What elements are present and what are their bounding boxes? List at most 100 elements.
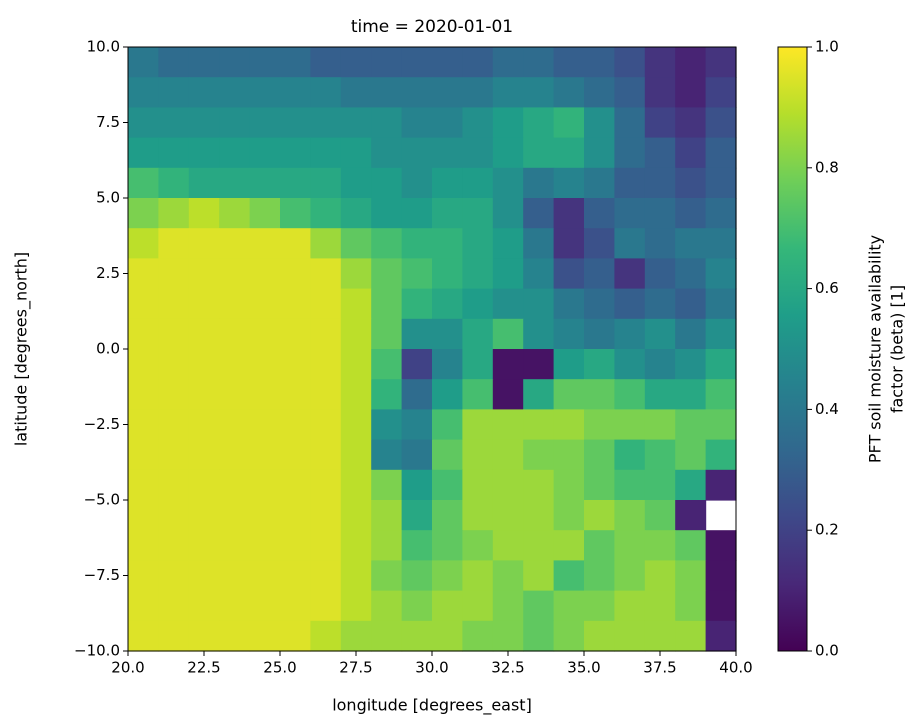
heatmap-cell bbox=[492, 258, 524, 290]
heatmap-cell bbox=[462, 620, 494, 652]
heatmap-cell bbox=[584, 167, 615, 199]
heatmap-cell bbox=[705, 439, 737, 471]
heatmap-cell bbox=[523, 107, 555, 139]
heatmap-cell bbox=[128, 77, 159, 108]
heatmap-cell bbox=[128, 590, 159, 622]
heatmap-cell bbox=[432, 349, 463, 380]
heatmap-cell bbox=[675, 500, 707, 531]
heatmap-cell bbox=[340, 318, 372, 350]
heatmap-cell bbox=[705, 288, 737, 320]
heatmap-cell bbox=[219, 198, 251, 229]
heatmap-cell bbox=[249, 258, 281, 290]
heatmap-cell bbox=[675, 379, 707, 410]
y-tick-label: −10.0 bbox=[74, 642, 120, 660]
heatmap-cell bbox=[705, 620, 737, 652]
heatmap-cell bbox=[492, 137, 524, 169]
x-tick-label: 25.0 bbox=[263, 659, 296, 677]
colorbar-tick-label: 0.0 bbox=[815, 642, 839, 660]
heatmap-cell bbox=[401, 228, 433, 259]
heatmap-cell bbox=[340, 469, 372, 501]
heatmap-cell bbox=[128, 500, 159, 531]
heatmap-cell bbox=[523, 77, 555, 108]
heatmap-cell bbox=[584, 590, 615, 622]
heatmap-cell bbox=[492, 228, 524, 259]
x-tick-label: 37.5 bbox=[643, 659, 676, 677]
heatmap-cell bbox=[644, 590, 676, 622]
heatmap-cell bbox=[553, 530, 585, 561]
heatmap-cell bbox=[158, 590, 190, 622]
heatmap-cell bbox=[219, 318, 251, 350]
heatmap-cell bbox=[675, 47, 707, 78]
heatmap-cell bbox=[401, 620, 433, 652]
heatmap-cell bbox=[188, 198, 220, 229]
colorbar-tick-label: 0.4 bbox=[815, 400, 839, 418]
heatmap-cell bbox=[158, 77, 190, 108]
heatmap-cell bbox=[462, 560, 494, 592]
heatmap-cell bbox=[432, 318, 463, 350]
heatmap-cell bbox=[705, 379, 737, 410]
heatmap-cell bbox=[705, 137, 737, 169]
heatmap-cell bbox=[675, 439, 707, 471]
heatmap-cell bbox=[432, 379, 463, 410]
heatmap-cell bbox=[340, 590, 372, 622]
y-tick-label: 7.5 bbox=[96, 113, 120, 131]
heatmap-cell bbox=[644, 77, 676, 108]
heatmap-cell bbox=[523, 409, 555, 441]
heatmap-cell bbox=[462, 349, 494, 380]
heatmap-cell bbox=[158, 198, 190, 229]
heatmap-cell bbox=[188, 137, 220, 169]
heatmap-cell bbox=[523, 288, 555, 320]
heatmap-cell bbox=[584, 530, 615, 561]
heatmap-cell bbox=[492, 530, 524, 561]
heatmap-cell bbox=[705, 167, 737, 199]
heatmap-cell bbox=[523, 560, 555, 592]
heatmap-cell bbox=[340, 288, 372, 320]
heatmap-cell bbox=[553, 620, 585, 652]
heatmap-cell bbox=[219, 469, 251, 501]
heatmap-cell bbox=[249, 349, 281, 380]
heatmap-cell bbox=[614, 198, 646, 229]
heatmap-cell bbox=[188, 349, 220, 380]
colorbar-label: factor (beta) [1] bbox=[888, 285, 907, 413]
heatmap-cell bbox=[340, 500, 372, 531]
heatmap-cell bbox=[310, 228, 342, 259]
heatmap-cell bbox=[371, 500, 403, 531]
heatmap-cell bbox=[158, 318, 190, 350]
heatmap-cell bbox=[340, 47, 372, 78]
heatmap-cell bbox=[249, 469, 281, 501]
y-tick-label: −5.0 bbox=[84, 491, 120, 509]
heatmap-cell bbox=[705, 228, 737, 259]
heatmap-cell bbox=[584, 228, 615, 259]
heatmap-cell bbox=[614, 590, 646, 622]
heatmap-cell bbox=[553, 469, 585, 501]
heatmap-cell bbox=[432, 228, 463, 259]
heatmap-cell bbox=[128, 409, 159, 441]
heatmap-cell bbox=[553, 590, 585, 622]
heatmap-cell bbox=[614, 77, 646, 108]
x-tick-label: 35.0 bbox=[567, 659, 600, 677]
heatmap-cell bbox=[462, 379, 494, 410]
colorbar bbox=[777, 46, 808, 652]
heatmap-cell bbox=[219, 349, 251, 380]
heatmap-cell bbox=[675, 590, 707, 622]
heatmap-cell bbox=[462, 288, 494, 320]
heatmap-cell bbox=[188, 409, 220, 441]
heatmap-cell bbox=[310, 198, 342, 229]
heatmap-cell bbox=[280, 228, 311, 259]
heatmap-cell bbox=[675, 620, 707, 652]
heatmap-cell bbox=[249, 530, 281, 561]
heatmap-cell bbox=[249, 228, 281, 259]
heatmap-cell bbox=[644, 258, 676, 290]
heatmap-cell bbox=[614, 107, 646, 139]
x-tick-label: 40.0 bbox=[719, 659, 752, 677]
heatmap-cell bbox=[614, 228, 646, 259]
heatmap-cell bbox=[371, 590, 403, 622]
heatmap-cell bbox=[280, 379, 311, 410]
heatmap-cell bbox=[675, 288, 707, 320]
heatmap-cell bbox=[219, 620, 251, 652]
heatmap-cell bbox=[249, 47, 281, 78]
heatmap-cell bbox=[158, 288, 190, 320]
heatmap-cell bbox=[675, 107, 707, 139]
heatmap-cell bbox=[340, 439, 372, 471]
heatmap-cell bbox=[432, 530, 463, 561]
